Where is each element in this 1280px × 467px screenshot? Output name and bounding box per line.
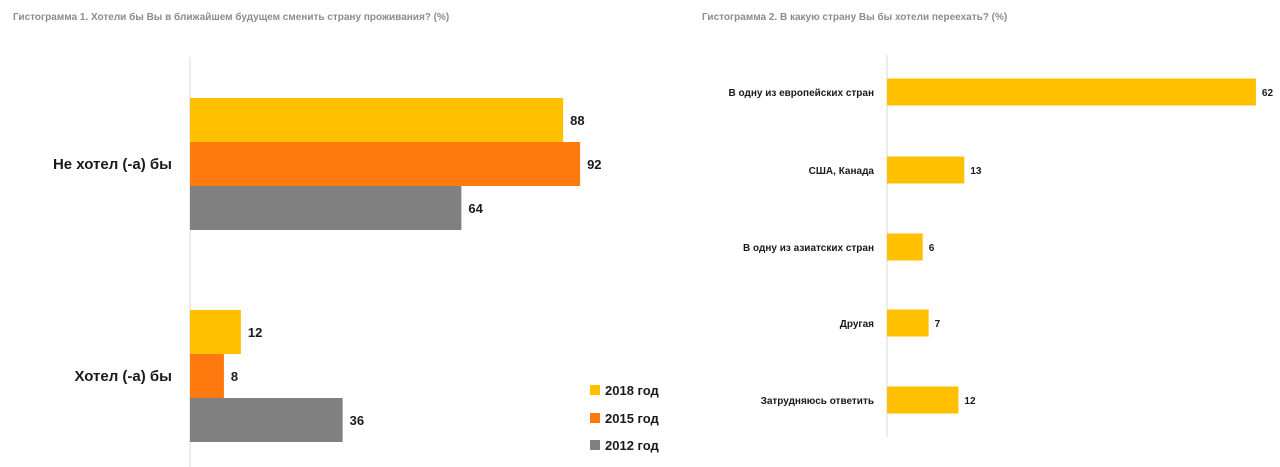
chart2-bar <box>887 78 1256 106</box>
chart1-value-label: 36 <box>350 413 364 428</box>
chart2-value-label: 62 <box>1262 88 1274 99</box>
chart2-value-label: 12 <box>964 396 976 407</box>
chart1-legend-swatch <box>590 413 600 423</box>
chart2-bar <box>887 309 929 337</box>
chart1-legend-label: 2012 год <box>605 438 660 453</box>
chart2-bar <box>887 233 923 261</box>
chart1-bar <box>190 398 343 442</box>
chart2-category-label: Затрудняюсь ответить <box>761 396 874 407</box>
chart2-value-label: 13 <box>970 166 982 177</box>
chart2-title: Гистограмма 2. В какую страну Вы бы хоте… <box>702 12 1008 23</box>
chart1-legend-label: 2015 год <box>605 411 660 426</box>
chart2-category-label: США, Канада <box>809 166 875 177</box>
chart2-category-label: Другая <box>840 319 874 330</box>
chart1-value-label: 88 <box>570 113 584 128</box>
chart1-value-label: 8 <box>231 369 238 384</box>
chart1-bar <box>190 142 581 186</box>
chart2-category-label: В одну из европейских стран <box>729 88 875 99</box>
chart1-category-label: Не хотел (-а) бы <box>53 156 172 173</box>
chart1-legend-swatch <box>590 385 600 395</box>
chart1-legend-swatch <box>590 440 600 450</box>
chart2-value-label: 6 <box>929 243 935 254</box>
chart1-bar <box>190 98 564 142</box>
chart1-legend-label: 2018 год <box>605 383 660 398</box>
chart1-value-label: 12 <box>248 325 262 340</box>
chart2-value-label: 7 <box>935 319 941 330</box>
chart1-bar <box>190 354 224 398</box>
chart1-bar <box>190 310 241 354</box>
chart1-value-label: 92 <box>587 157 601 172</box>
chart2-bar <box>887 386 959 414</box>
chart2-category-label: В одну из азиатских стран <box>743 243 874 254</box>
chart2-bar <box>887 156 965 184</box>
chart1-category-label: Хотел (-а) бы <box>74 368 172 385</box>
chart1-title: Гистограмма 1. Хотели бы Вы в ближайшем … <box>13 12 450 23</box>
chart1-bar <box>190 186 462 230</box>
chart1-value-label: 64 <box>468 201 483 216</box>
